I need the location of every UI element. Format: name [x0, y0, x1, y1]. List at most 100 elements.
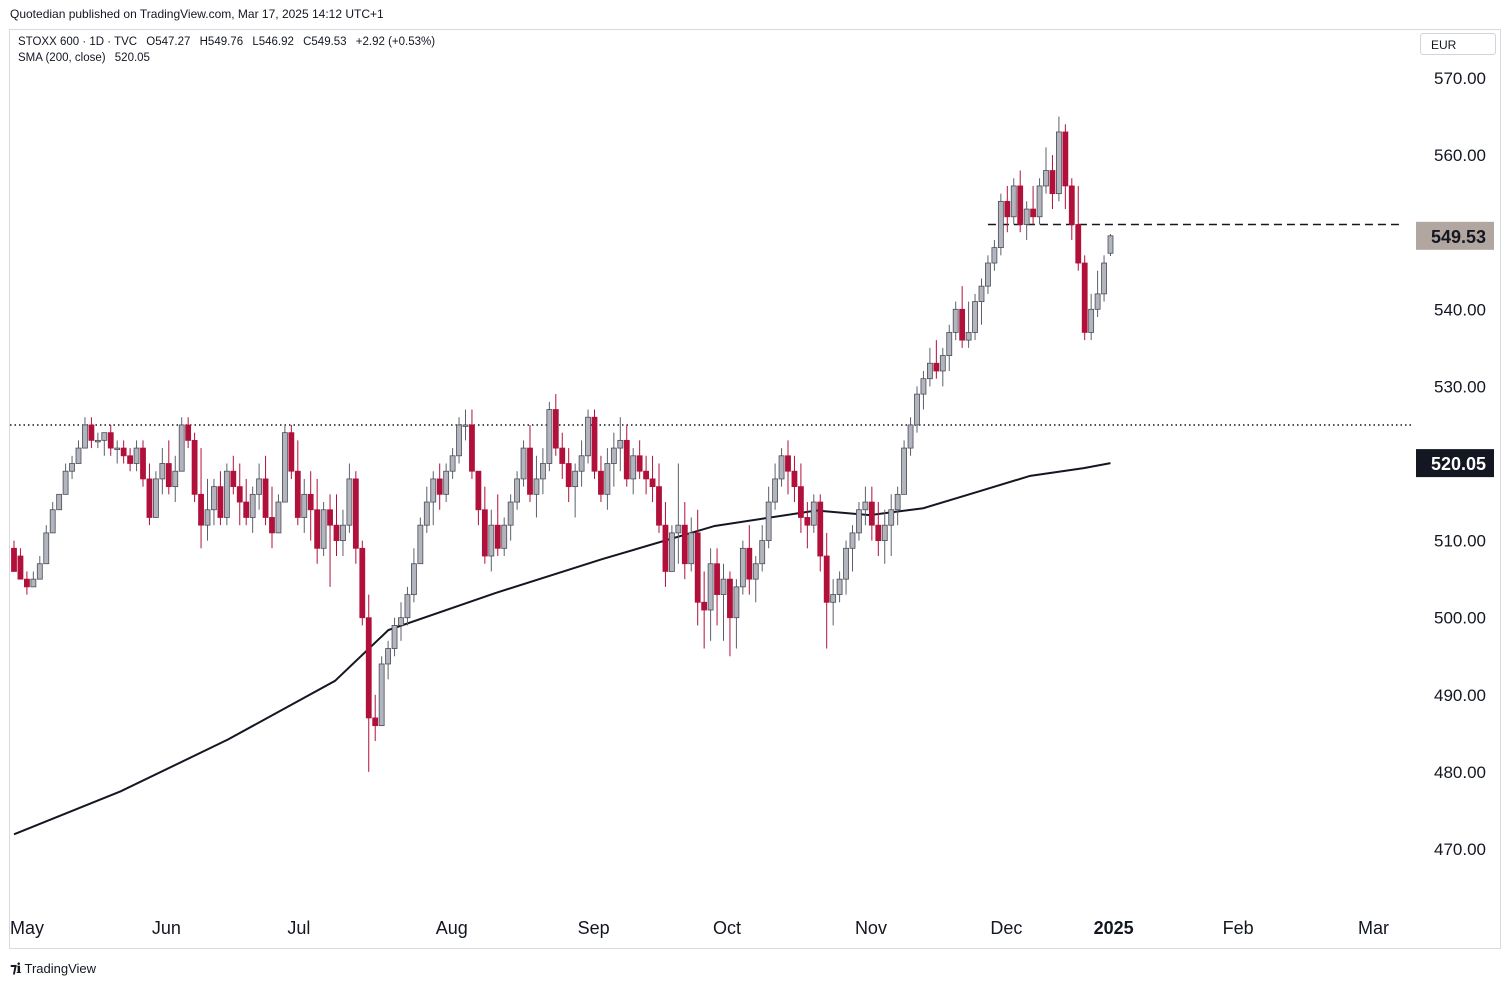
candle — [333, 494, 340, 557]
candle-body — [965, 332, 972, 341]
candle — [707, 548, 714, 641]
candle-body — [630, 455, 637, 480]
candle-body — [146, 478, 153, 518]
candle-body — [249, 493, 256, 518]
candle-body — [456, 424, 462, 457]
candle-body — [888, 509, 895, 526]
candle — [398, 602, 404, 641]
candle — [972, 293, 978, 341]
candle — [939, 347, 946, 387]
candle-body — [927, 362, 933, 380]
candle — [275, 494, 282, 534]
candle-body — [649, 478, 656, 488]
candle — [469, 409, 475, 479]
candle — [475, 470, 482, 526]
candle — [365, 594, 372, 772]
candle — [636, 440, 643, 479]
candle — [94, 432, 101, 449]
candle — [481, 486, 488, 564]
candle — [198, 448, 204, 549]
candle — [1101, 255, 1107, 302]
candle-body — [198, 493, 204, 526]
candle-body — [759, 540, 766, 565]
candle-body — [868, 501, 875, 526]
candle — [804, 502, 811, 549]
candle — [533, 455, 540, 518]
sma-label[interactable]: SMA (200, close) — [18, 52, 106, 64]
candle-body — [714, 563, 720, 595]
candle-body — [533, 478, 540, 495]
y-tick-label: 530.00 — [1434, 377, 1486, 396]
candle — [630, 448, 637, 495]
y-tick-label: 480.00 — [1434, 763, 1486, 782]
candle — [281, 424, 288, 503]
candle-body — [62, 470, 69, 495]
candle-body — [314, 509, 321, 549]
x-tick-label: May — [10, 918, 44, 938]
candle — [681, 502, 688, 580]
candle — [920, 370, 927, 410]
candle — [146, 463, 153, 526]
y-tick-label: 470.00 — [1434, 840, 1486, 859]
candle-body — [972, 301, 978, 333]
candle-body — [514, 478, 520, 503]
open-value: O547.27 — [146, 36, 191, 48]
candle — [552, 394, 559, 456]
candle — [462, 409, 469, 441]
candle — [430, 471, 437, 526]
candle — [501, 517, 508, 557]
candle — [43, 525, 50, 565]
currency-button[interactable]: EUR — [1420, 33, 1496, 55]
x-tick-label: Mar — [1358, 918, 1389, 938]
candle-body — [49, 509, 56, 534]
candle — [23, 571, 30, 595]
candle-body — [262, 478, 269, 518]
candle — [759, 525, 766, 572]
candle-body — [978, 285, 985, 302]
candle — [494, 494, 501, 557]
candle-body — [585, 416, 591, 457]
candle-body — [598, 470, 604, 495]
candle-body — [907, 424, 914, 449]
candle — [991, 239, 998, 271]
candle — [798, 463, 804, 533]
candle-body — [707, 563, 714, 611]
candle — [623, 424, 630, 487]
candle — [727, 571, 733, 657]
candle — [1088, 293, 1095, 341]
candle-body — [623, 439, 630, 480]
candle-body — [449, 455, 456, 472]
candle — [352, 471, 359, 564]
candle-body — [778, 455, 785, 480]
candle-body — [849, 532, 856, 549]
candle — [69, 455, 75, 479]
candle-body — [997, 200, 1004, 249]
candle-body — [243, 501, 250, 518]
candle — [604, 448, 611, 510]
candle-body — [810, 501, 817, 526]
candle-body — [372, 717, 379, 727]
tradingview-logo-icon: ⁊ℹ — [10, 960, 21, 976]
candle — [1049, 155, 1056, 210]
candle-body — [643, 470, 649, 480]
chart-legend: STOXX 600 · 1D · TVC O547.27 H549.76 L54… — [18, 34, 441, 66]
candle-body — [185, 424, 192, 441]
y-tick-label: 510.00 — [1434, 532, 1486, 551]
candle-body — [140, 447, 146, 480]
candle — [701, 571, 708, 649]
candle-body — [191, 439, 198, 495]
candle-body — [610, 447, 617, 464]
candle — [739, 540, 746, 595]
symbol-label[interactable]: STOXX 600 · 1D · TVC — [18, 36, 138, 48]
candle-body — [823, 555, 830, 603]
candle — [230, 455, 237, 495]
candle — [817, 494, 824, 572]
candle — [836, 571, 843, 603]
candle-body — [1030, 208, 1036, 218]
candle-body — [856, 509, 862, 534]
low-value: L546.92 — [252, 36, 294, 48]
candle-body — [1043, 170, 1049, 187]
candle-body — [991, 247, 998, 264]
candle-body — [443, 470, 450, 495]
